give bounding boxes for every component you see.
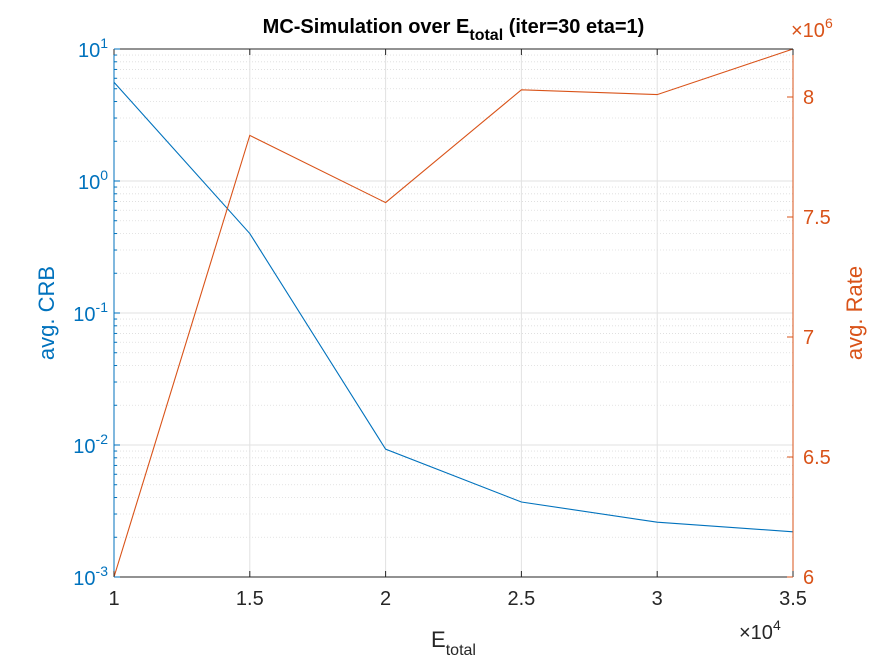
right-tick-label: 8 bbox=[803, 87, 814, 109]
x-exponent-base: ×10 bbox=[739, 622, 773, 644]
chart-title-pre: MC-Simulation over E bbox=[263, 16, 470, 38]
left-tick-exponent: -1 bbox=[96, 299, 109, 315]
x-axis-label-sub: total bbox=[446, 642, 476, 656]
left-tick-exponent: -3 bbox=[96, 563, 109, 579]
left-tick-exponent: 0 bbox=[100, 167, 108, 183]
left-tick-exponent: 1 bbox=[100, 35, 108, 51]
x-tick-label: 3 bbox=[652, 588, 663, 610]
chart-title-sub: total bbox=[469, 27, 503, 44]
left-tick-base: 10 bbox=[73, 568, 95, 590]
x-tick-label: 2 bbox=[380, 588, 391, 610]
left-tick-base: 10 bbox=[78, 40, 100, 62]
left-tick-exponent: -2 bbox=[96, 431, 109, 447]
left-tick-base: 10 bbox=[78, 172, 100, 194]
x-tick-label: 3.5 bbox=[779, 588, 807, 610]
x-exponent-power: 4 bbox=[773, 617, 781, 633]
chart-title-post: (iter=30 eta=1) bbox=[503, 16, 644, 38]
right-tick-label: 7.5 bbox=[803, 207, 831, 229]
right-tick-label: 6 bbox=[803, 567, 814, 589]
x-tick-label: 2.5 bbox=[507, 588, 535, 610]
right-axis-label: avg. Rate bbox=[842, 266, 867, 360]
right-tick-label: 6.5 bbox=[803, 447, 831, 469]
left-axis-label: avg. CRB bbox=[34, 266, 59, 360]
x-tick-label: 1.5 bbox=[236, 588, 264, 610]
right-tick-label: 7 bbox=[803, 327, 814, 349]
left-tick-base: 10 bbox=[73, 436, 95, 458]
right-exponent-base: ×10 bbox=[791, 20, 825, 42]
x-axis-label-main: E bbox=[431, 627, 446, 652]
left-tick-base: 10 bbox=[73, 304, 95, 326]
x-tick-label: 1 bbox=[108, 588, 119, 610]
right-exponent-power: 6 bbox=[825, 15, 833, 31]
